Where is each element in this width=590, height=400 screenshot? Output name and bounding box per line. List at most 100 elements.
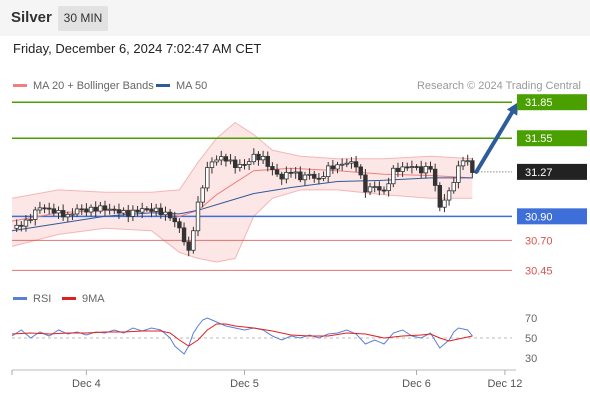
bollinger-upper-line	[11, 121, 473, 199]
rsi-tick-70: 70	[525, 313, 537, 325]
candle	[237, 159, 243, 172]
candle-body	[363, 174, 368, 193]
candle-body	[330, 165, 336, 170]
candle	[33, 206, 38, 226]
candle	[200, 185, 205, 208]
candle	[456, 160, 461, 189]
candle-body	[51, 208, 57, 214]
candle-body	[172, 217, 177, 223]
candle-body	[219, 156, 224, 161]
candle-body	[400, 166, 405, 172]
candle-body	[381, 189, 387, 192]
candle	[158, 203, 163, 219]
candle-body	[237, 164, 243, 168]
level-label-31.55: 31.55	[525, 133, 553, 145]
candle	[177, 218, 182, 234]
candle	[260, 150, 266, 164]
candle-body	[446, 190, 452, 201]
legend-rsi: RSI	[13, 293, 51, 305]
candle	[121, 207, 126, 216]
candle	[284, 166, 289, 184]
candle	[191, 226, 196, 254]
candle-body	[130, 209, 136, 217]
candle-body	[470, 160, 475, 173]
candle	[451, 177, 456, 194]
candle	[37, 201, 43, 214]
candle-body	[335, 164, 340, 170]
research-credit: Research © 2024 Trading Central	[416, 80, 581, 92]
candle	[405, 162, 410, 171]
candle	[107, 203, 112, 215]
candle-body	[214, 159, 219, 163]
candle	[307, 168, 312, 180]
candle	[84, 203, 89, 217]
candle-body	[274, 169, 280, 175]
candle-body	[19, 224, 24, 227]
bollinger-lower-line	[11, 189, 473, 263]
candle	[446, 187, 452, 206]
rsi-tick-30: 30	[525, 353, 537, 365]
current-price-label: 31.27	[525, 167, 553, 179]
candle	[367, 182, 373, 196]
timeframe-button[interactable]: 30 MIN	[58, 6, 108, 31]
candle	[298, 166, 303, 183]
candle-body	[391, 167, 396, 185]
candle	[28, 213, 33, 224]
candle-body	[409, 166, 415, 168]
candle-body	[232, 159, 238, 168]
candle-body	[367, 186, 373, 193]
candle-body	[251, 153, 256, 163]
level-tag-31.55	[517, 130, 587, 147]
candle	[265, 151, 270, 172]
candle	[353, 155, 359, 172]
candle	[135, 205, 140, 217]
candle	[270, 162, 275, 176]
candle	[163, 206, 168, 221]
candle-body	[270, 166, 275, 171]
candle-body	[353, 161, 359, 168]
rsi-tick-50: 50	[525, 333, 537, 345]
candle-body	[293, 171, 298, 174]
candle	[242, 159, 247, 170]
candle	[377, 181, 382, 196]
candle-body	[260, 155, 266, 161]
candle-body	[195, 201, 201, 232]
candle-body	[163, 211, 168, 216]
candle	[344, 158, 349, 168]
level-label-30.45: 30.45	[525, 265, 553, 277]
candle	[144, 206, 150, 212]
candle-body	[126, 210, 131, 217]
x-tick-label-Dec-6: Dec 6	[402, 378, 431, 390]
candle-body	[339, 163, 345, 166]
candle	[70, 208, 75, 221]
instrument-title: Silver	[11, 9, 52, 26]
candle	[432, 163, 438, 192]
candle-body	[112, 208, 117, 211]
candle	[302, 171, 308, 186]
candle	[418, 160, 424, 179]
candle-body	[56, 210, 61, 214]
candle	[130, 205, 136, 222]
candle-body	[28, 219, 33, 221]
candle	[274, 163, 280, 177]
candle	[335, 161, 340, 174]
legend-bollinger: MA 20 + Bollinger Bands	[13, 80, 154, 92]
candle-body	[316, 177, 322, 180]
candle-body	[377, 186, 382, 191]
candle-body	[135, 209, 140, 213]
candle	[19, 221, 24, 232]
candle	[126, 204, 131, 223]
candle	[47, 202, 52, 215]
candle-body	[223, 156, 229, 162]
candle-body	[312, 173, 317, 179]
candle-body	[177, 221, 182, 229]
candle-body	[307, 173, 312, 176]
bollinger-band-fill	[12, 122, 473, 262]
candle-body	[395, 167, 401, 172]
candle-body	[42, 207, 47, 210]
candle	[321, 171, 326, 182]
projection-arrow-shaft	[474, 110, 515, 174]
candle	[423, 162, 429, 179]
candle-body	[423, 166, 429, 174]
candle-body	[107, 208, 112, 211]
